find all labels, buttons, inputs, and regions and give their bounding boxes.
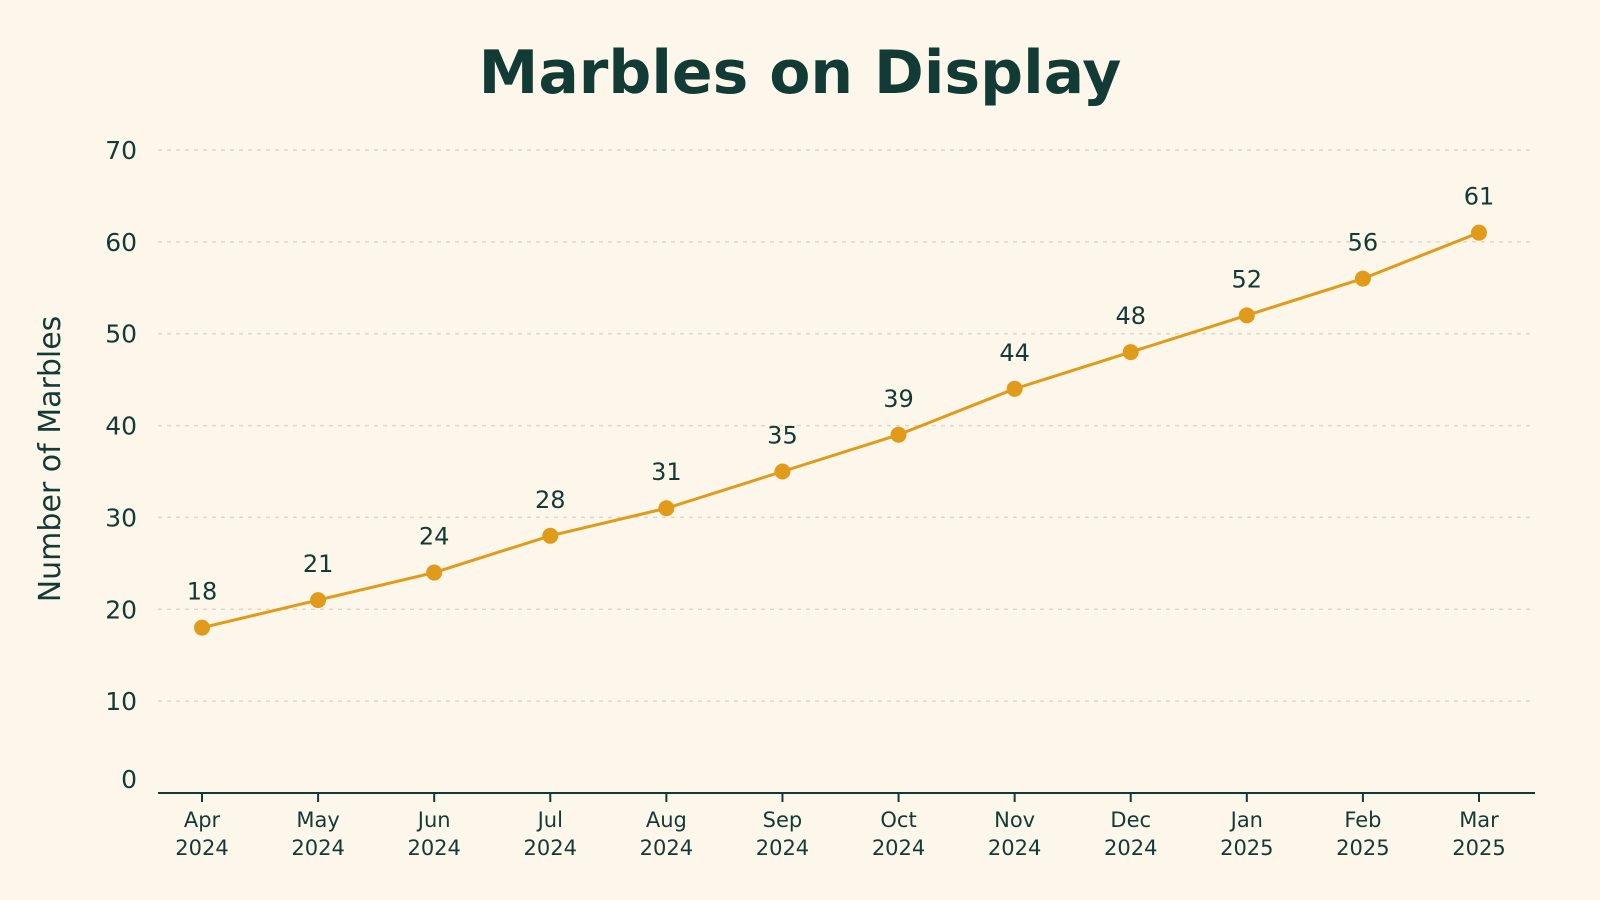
x-tick-label-year: 2024 [407, 836, 460, 860]
data-label: 39 [883, 385, 914, 413]
data-label: 21 [303, 550, 334, 578]
y-tick-label: 50 [105, 320, 137, 349]
x-tick-label-year: 2024 [756, 836, 809, 860]
x-tick-label-month: Jul [536, 808, 563, 832]
y-tick-label: 30 [105, 503, 137, 532]
data-point [194, 619, 210, 636]
x-tick-label-year: 2024 [640, 836, 693, 860]
data-point [658, 500, 675, 517]
data-label: 61 [1464, 183, 1495, 211]
data-point [1006, 380, 1023, 397]
data-point [890, 426, 907, 443]
data-label: 52 [1232, 265, 1263, 293]
x-tick-label-year: 2024 [524, 836, 577, 860]
x-tick-label-year: 2024 [1104, 836, 1157, 860]
data-point [1122, 344, 1139, 361]
data-label: 18 [187, 578, 218, 606]
data-label: 44 [999, 339, 1030, 367]
data-point [1238, 307, 1255, 324]
data-point [774, 463, 791, 480]
x-tick-label-year: 2024 [175, 836, 228, 860]
data-label: 35 [767, 422, 798, 450]
x-tick-label-month: Nov [994, 808, 1035, 832]
x-tick-label-month: Dec [1110, 808, 1151, 832]
series-line [201, 231, 1480, 630]
x-tick-label-month: Oct [880, 808, 916, 832]
data-point [1354, 270, 1371, 287]
x-tick-label-year: 2025 [1336, 836, 1389, 860]
x-tick-label-month: Apr [184, 808, 221, 832]
y-tick-label: 70 [105, 136, 137, 165]
x-tick-label-month: May [296, 808, 339, 832]
x-tick-label-month: Mar [1459, 808, 1499, 832]
x-axis-ticks: Apr 2024 May 2024 Jun 2024 Jul 2024 Aug 2024 Sep 20… [175, 793, 1506, 860]
data-label: 28 [535, 486, 566, 514]
x-tick-label-month: Sep [763, 808, 803, 832]
y-tick-label: 40 [105, 412, 137, 441]
data-point [1471, 224, 1487, 241]
y-tick-label: 60 [105, 228, 137, 257]
x-tick-label-year: 2025 [1220, 836, 1273, 860]
data-label: 24 [419, 523, 450, 551]
data-labels: 18 21 24 28 31 35 39 44 48 52 56 61 [187, 183, 1495, 606]
data-label: 56 [1348, 229, 1379, 257]
gridlines [158, 149, 1535, 702]
x-tick-label-month: Jan [1229, 808, 1263, 832]
x-tick-label-month: Feb [1344, 808, 1381, 832]
series-layer [194, 224, 1487, 636]
data-label: 31 [651, 458, 682, 486]
x-tick-label-year: 2024 [291, 836, 344, 860]
x-tick-label-year: 2024 [988, 836, 1041, 860]
x-tick-label-month: Aug [646, 808, 687, 832]
y-tick-label: 20 [105, 595, 137, 624]
chart-title: Marbles on Display [479, 38, 1122, 108]
x-tick-label-year: 2025 [1452, 836, 1505, 860]
data-point [310, 592, 327, 609]
y-axis-ticks: 0 10 20 30 40 50 60 70 [105, 136, 137, 794]
x-tick-label-month: Jun [416, 808, 451, 832]
y-axis-label: Number of Marbles [33, 316, 68, 603]
y-tick-label: 0 [121, 765, 137, 794]
x-tick-label-year: 2024 [872, 836, 925, 860]
data-label: 48 [1115, 302, 1146, 330]
data-point [426, 564, 443, 581]
data-point [542, 527, 559, 544]
y-tick-label: 10 [105, 687, 137, 716]
